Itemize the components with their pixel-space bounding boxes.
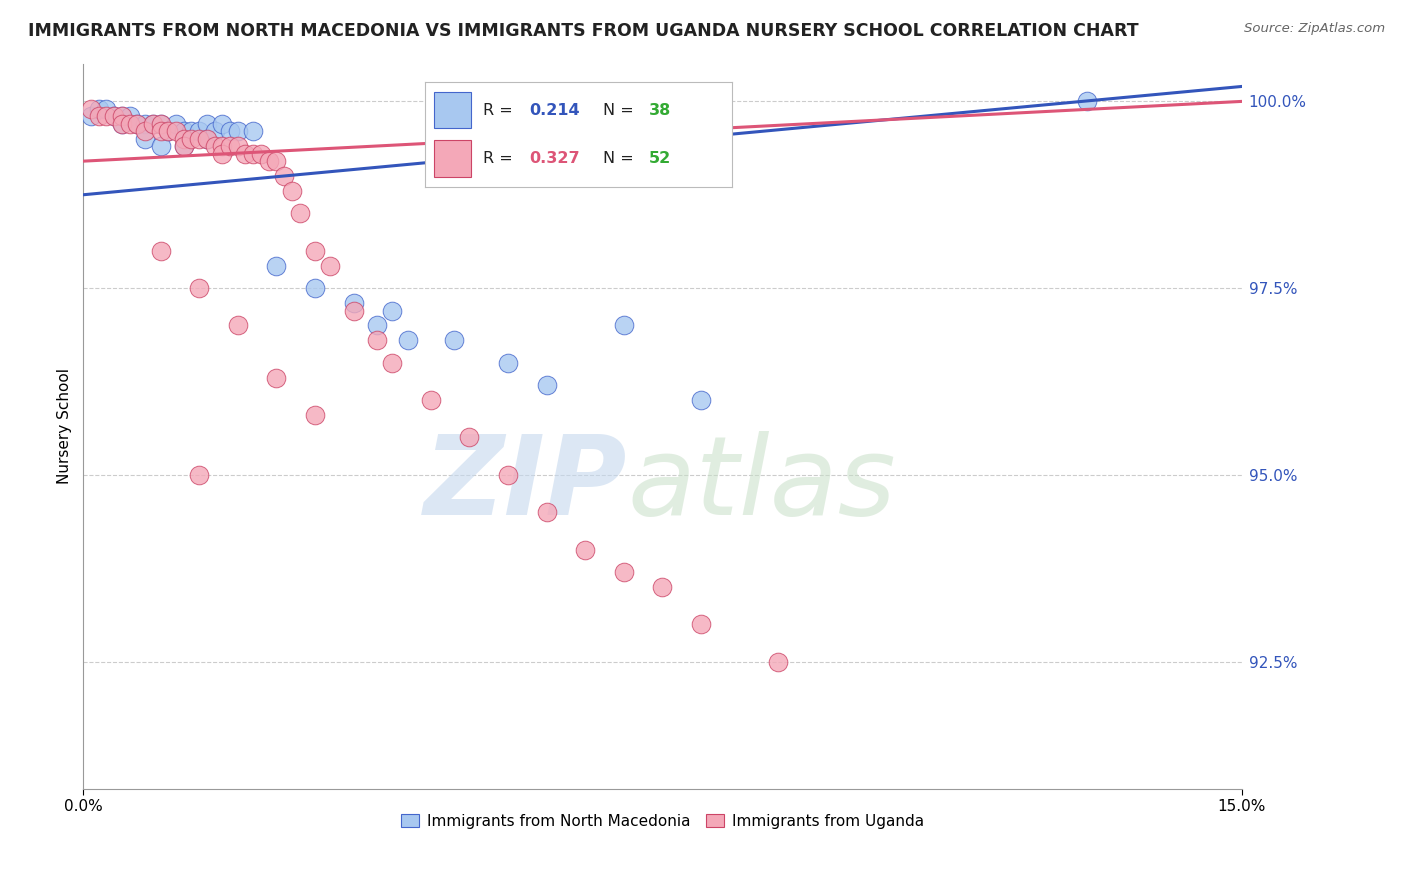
Point	[235, 146, 257, 161]
Point	[690, 393, 713, 408]
Point	[188, 132, 211, 146]
Point	[87, 102, 110, 116]
Point	[768, 655, 790, 669]
Point	[536, 505, 558, 519]
Point	[188, 281, 211, 295]
Point	[266, 370, 288, 384]
Point	[127, 117, 149, 131]
Point	[319, 259, 342, 273]
Point	[226, 139, 249, 153]
Point	[103, 109, 125, 123]
Point	[219, 139, 242, 153]
Point	[149, 244, 172, 258]
Point	[381, 303, 404, 318]
Point	[96, 109, 118, 123]
Point	[87, 109, 110, 123]
Point	[266, 259, 288, 273]
Point	[195, 132, 218, 146]
Point	[204, 124, 226, 138]
Point	[103, 109, 125, 123]
Point	[142, 117, 165, 131]
Point	[381, 356, 404, 370]
Point	[574, 542, 596, 557]
Point	[118, 117, 141, 131]
Point	[173, 139, 195, 153]
Point	[157, 124, 180, 138]
Point	[496, 356, 519, 370]
Point	[173, 124, 195, 138]
Point	[149, 117, 172, 131]
Point	[111, 109, 134, 123]
Point	[304, 244, 326, 258]
Point	[273, 169, 295, 183]
Point	[165, 124, 187, 138]
Point	[226, 124, 249, 138]
Point	[496, 467, 519, 482]
Point	[250, 146, 273, 161]
Text: atlas: atlas	[627, 431, 897, 538]
Point	[281, 184, 304, 198]
Point	[304, 408, 326, 422]
Point	[443, 334, 465, 348]
Point	[134, 124, 156, 138]
Point	[134, 117, 156, 131]
Point	[149, 117, 172, 131]
Point	[180, 132, 202, 146]
Point	[96, 102, 118, 116]
Point	[118, 109, 141, 123]
Point	[288, 206, 311, 220]
Point	[613, 318, 636, 333]
Point	[211, 117, 233, 131]
Point	[304, 281, 326, 295]
Point	[366, 334, 388, 348]
Point	[188, 124, 211, 138]
Legend: Immigrants from North Macedonia, Immigrants from Uganda: Immigrants from North Macedonia, Immigra…	[395, 808, 929, 835]
Point	[536, 378, 558, 392]
Point	[651, 580, 673, 594]
Point	[242, 146, 264, 161]
Text: IMMIGRANTS FROM NORTH MACEDONIA VS IMMIGRANTS FROM UGANDA NURSERY SCHOOL CORRELA: IMMIGRANTS FROM NORTH MACEDONIA VS IMMIG…	[28, 22, 1139, 40]
Y-axis label: Nursery School: Nursery School	[58, 368, 72, 484]
Point	[188, 467, 211, 482]
Point	[142, 117, 165, 131]
Point	[165, 117, 187, 131]
Point	[157, 124, 180, 138]
Point	[419, 393, 441, 408]
Point	[173, 139, 195, 153]
Point	[1076, 95, 1098, 109]
Point	[613, 565, 636, 579]
Point	[180, 124, 202, 138]
Point	[226, 318, 249, 333]
Point	[266, 154, 288, 169]
Point	[149, 124, 172, 138]
Point	[690, 617, 713, 632]
Point	[134, 132, 156, 146]
Point	[127, 117, 149, 131]
Point	[111, 117, 134, 131]
Point	[80, 109, 103, 123]
Point	[111, 109, 134, 123]
Point	[149, 139, 172, 153]
Point	[366, 318, 388, 333]
Point	[173, 132, 195, 146]
Point	[242, 124, 264, 138]
Point	[458, 430, 481, 444]
Point	[396, 334, 419, 348]
Text: ZIP: ZIP	[425, 431, 627, 538]
Point	[257, 154, 280, 169]
Point	[342, 296, 364, 310]
Point	[211, 139, 233, 153]
Point	[195, 117, 218, 131]
Point	[204, 139, 226, 153]
Point	[195, 132, 218, 146]
Point	[219, 124, 242, 138]
Point	[111, 117, 134, 131]
Point	[211, 146, 233, 161]
Text: Source: ZipAtlas.com: Source: ZipAtlas.com	[1244, 22, 1385, 36]
Point	[80, 102, 103, 116]
Point	[342, 303, 364, 318]
